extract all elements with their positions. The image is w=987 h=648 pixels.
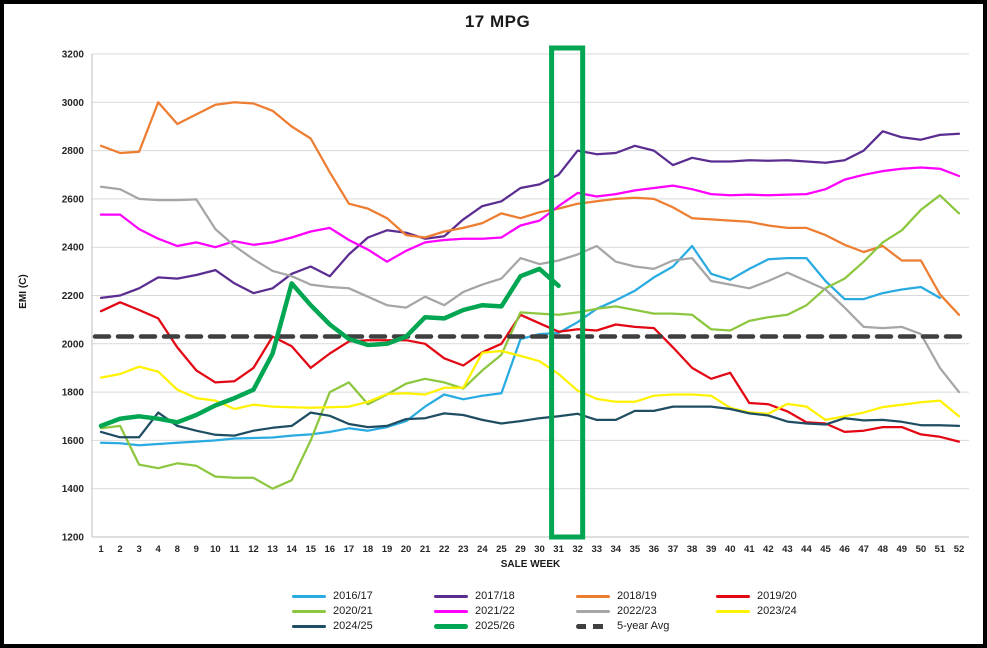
x-tick-label: 47 — [858, 544, 869, 555]
series-line-2016-17 — [99, 244, 942, 447]
y-tick-label: 2600 — [62, 194, 85, 205]
y-tick-label: 3200 — [62, 50, 85, 61]
y-tick-label: 2800 — [62, 146, 85, 157]
x-tick-label: 25 — [496, 544, 507, 555]
x-tick-label: 15 — [305, 544, 316, 555]
y-tick-label: 3000 — [62, 98, 85, 109]
series-line-2022-23 — [99, 185, 961, 394]
x-tick-label: 46 — [839, 544, 850, 555]
x-tick-label: 35 — [630, 544, 641, 555]
x-tick-label: 33 — [591, 544, 602, 555]
x-tick-label: 51 — [935, 544, 946, 555]
x-tick-label: 9 — [194, 544, 199, 555]
x-tick-label: 8 — [175, 544, 180, 555]
series-line-2017-18 — [99, 130, 961, 300]
x-tick-label: 22 — [439, 544, 450, 555]
x-tick-label: 21 — [420, 544, 431, 555]
x-tick-label: 30 — [534, 544, 545, 555]
highlight-box-weeks-31-32 — [549, 45, 586, 540]
y-tick-label: 2400 — [62, 243, 85, 254]
x-tick-label: 13 — [267, 544, 278, 555]
y-tick-label: 2200 — [62, 291, 85, 302]
x-tick-label: 16 — [325, 544, 336, 555]
x-tick-label: 29 — [515, 544, 526, 555]
x-tick-label: 48 — [877, 544, 888, 555]
x-tick-label: 52 — [954, 544, 965, 555]
x-tick-label: 1 — [98, 544, 104, 555]
chart-canvas: 1200 1400 1600 1800 2000 2200 2400 2600 2800 3000… — [62, 45, 969, 555]
x-tick-label: 45 — [820, 544, 831, 555]
chart-title: 17 MPG — [464, 12, 531, 31]
x-tick-label: 38 — [687, 544, 698, 555]
x-tick-label: 39 — [706, 544, 717, 555]
x-tick-label: 17 — [344, 544, 355, 555]
x-axis-title: SALE WEEK — [500, 559, 561, 570]
series-line-2025-26 — [98, 266, 561, 429]
x-tick-label: 3 — [136, 544, 141, 555]
x-tick-label: 23 — [458, 544, 469, 555]
x-tick-label: 40 — [725, 544, 736, 555]
x-tick-label: 2 — [117, 544, 122, 555]
x-tick-label: 43 — [782, 544, 793, 555]
y-tick-label: 1600 — [62, 436, 85, 447]
y-tick-label: 2000 — [62, 339, 85, 350]
series-line-2020-21 — [99, 194, 961, 490]
x-tick-label: 11 — [229, 544, 240, 555]
x-tick-label: 19 — [382, 544, 393, 555]
x-tick-label: 14 — [286, 544, 297, 555]
x-tick-label: 36 — [649, 544, 660, 555]
y-tick-label: 1800 — [62, 388, 85, 399]
x-tick-label: 37 — [668, 544, 679, 555]
x-tick-label: 10 — [210, 544, 221, 555]
y-tick-label: 1200 — [62, 533, 85, 544]
x-tick-label: 31 — [553, 544, 564, 555]
x-tick-label: 42 — [763, 544, 774, 555]
x-tick-label: 49 — [897, 544, 908, 555]
x-tick-label: 34 — [611, 544, 622, 555]
y-tick-label: 1400 — [62, 484, 85, 495]
series-line-2023-24 — [99, 349, 961, 422]
x-tick-label: 44 — [801, 544, 812, 555]
x-tick-label: 24 — [477, 544, 488, 555]
x-tick-label: 4 — [156, 544, 162, 555]
series-line-2021-22 — [99, 166, 961, 263]
x-tick-label: 20 — [401, 544, 412, 555]
x-tick-label: 50 — [916, 544, 927, 555]
series-line-2018-19 — [99, 101, 961, 316]
x-tick-label: 32 — [572, 544, 583, 555]
x-tick-label: 12 — [248, 544, 259, 555]
x-tick-label: 18 — [363, 544, 374, 555]
series-line-2024-25 — [99, 405, 961, 439]
x-tick-label: 41 — [744, 544, 755, 555]
